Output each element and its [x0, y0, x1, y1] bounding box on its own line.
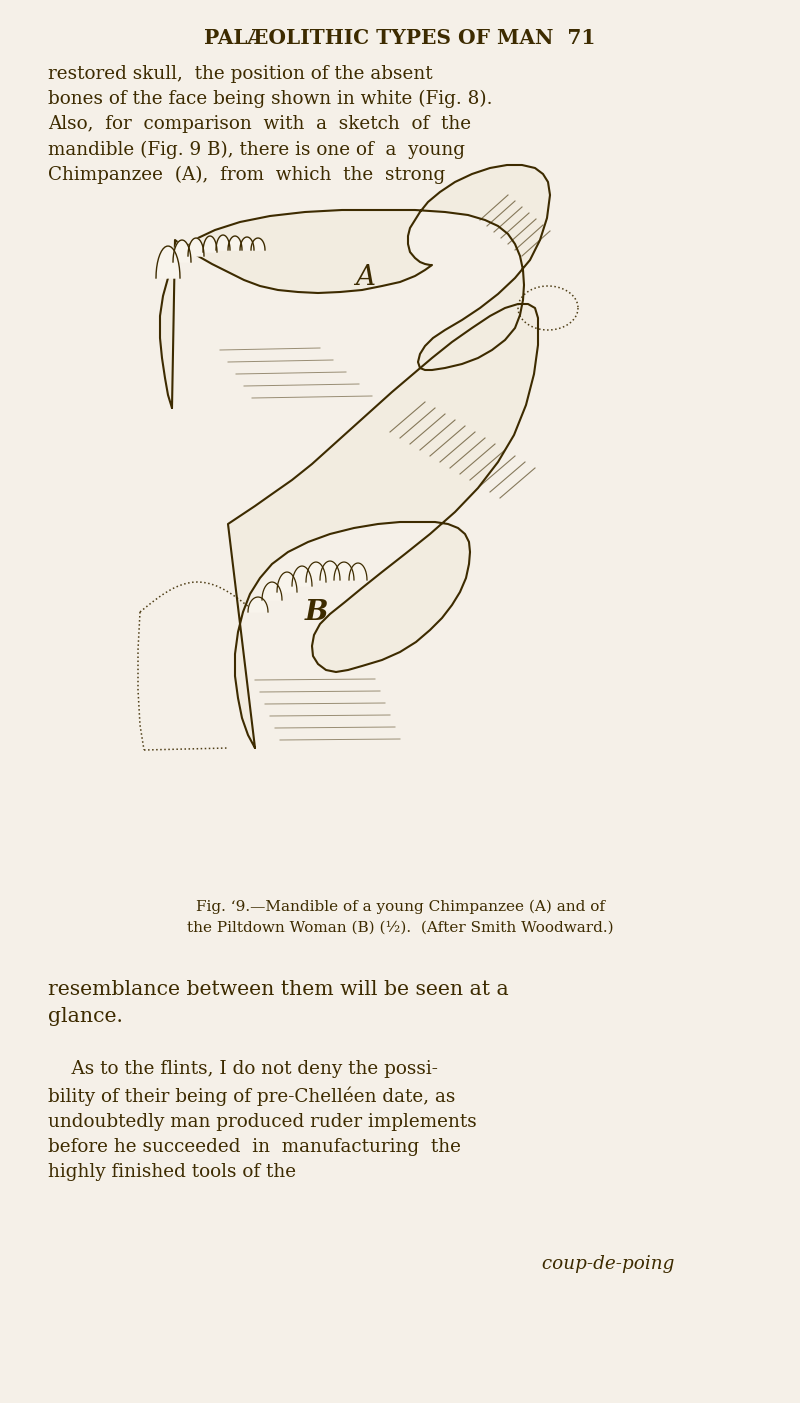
- Polygon shape: [248, 598, 268, 612]
- Polygon shape: [251, 239, 265, 250]
- Polygon shape: [277, 572, 297, 592]
- Polygon shape: [160, 166, 550, 408]
- Text: resemblance between them will be seen at a
glance.: resemblance between them will be seen at…: [48, 981, 509, 1026]
- Text: coup-de-poing: coup-de-poing: [536, 1256, 674, 1273]
- Polygon shape: [228, 304, 538, 748]
- Polygon shape: [156, 246, 180, 278]
- Text: A: A: [355, 264, 375, 290]
- Polygon shape: [203, 236, 217, 253]
- Polygon shape: [320, 561, 340, 579]
- Text: B: B: [305, 599, 329, 626]
- Polygon shape: [216, 236, 230, 250]
- Text: restored skull,  the position of the absent
bones of the face being shown in whi: restored skull, the position of the abse…: [48, 65, 493, 184]
- Polygon shape: [188, 239, 204, 255]
- Polygon shape: [240, 237, 254, 250]
- Text: PALÆOLITHIC TYPES OF MAN  71: PALÆOLITHIC TYPES OF MAN 71: [204, 28, 596, 48]
- Polygon shape: [292, 565, 312, 586]
- Polygon shape: [349, 563, 367, 579]
- Polygon shape: [306, 563, 326, 582]
- Polygon shape: [173, 240, 191, 262]
- Text: Fig. ‘9.—Mandible of a young Chimpanzee (A) and of
the Piltdown Woman (B) (½).  : Fig. ‘9.—Mandible of a young Chimpanzee …: [186, 899, 614, 934]
- Polygon shape: [334, 563, 354, 579]
- Polygon shape: [262, 582, 282, 600]
- Polygon shape: [228, 236, 242, 250]
- Text: As to the flints, I do not deny the possi-
bility of their being of pre-Chelléen: As to the flints, I do not deny the poss…: [48, 1061, 477, 1181]
